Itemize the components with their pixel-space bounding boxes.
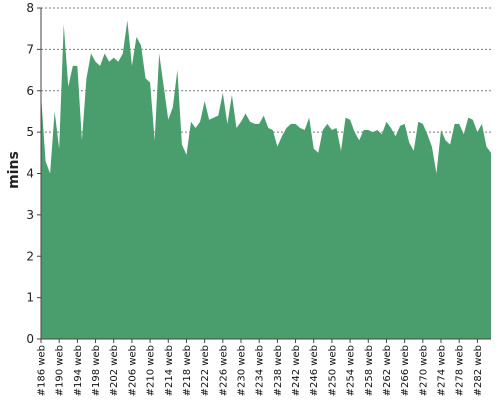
axes xyxy=(37,7,491,343)
y-tick-label: 6 xyxy=(26,84,34,98)
x-tick-label: #238 web xyxy=(273,345,284,396)
x-tick-label: #198 web xyxy=(91,345,102,396)
area-fill xyxy=(41,20,491,339)
y-tick-label: 4 xyxy=(26,167,34,181)
x-tick-label: #218 web xyxy=(182,345,193,396)
x-tick-label: #194 web xyxy=(73,345,84,396)
x-tick-label: #278 web xyxy=(455,345,466,396)
y-tick-label: 8 xyxy=(26,1,34,15)
y-tick-label: 0 xyxy=(26,332,34,346)
y-axis-label: mins xyxy=(6,151,22,189)
x-tick-label: #230 web xyxy=(237,345,248,396)
x-tick-label: #222 web xyxy=(200,345,211,396)
x-tick-label: #206 web xyxy=(127,345,138,396)
y-tick-label: 2 xyxy=(26,249,34,263)
x-tick-label: #234 web xyxy=(255,345,266,396)
x-tick-label: #274 web xyxy=(437,345,448,396)
x-tick-label: #210 web xyxy=(146,345,157,396)
y-tick-label: 5 xyxy=(26,125,34,139)
x-tick-label: #250 web xyxy=(327,345,338,396)
area-series xyxy=(40,20,492,339)
y-tick-label: 7 xyxy=(26,42,34,56)
x-tick-label: #282 web xyxy=(473,345,484,396)
x-tick-labels: #186 web #190 web #194 web #198 web #202 web… xyxy=(37,345,484,396)
x-tick-label: #186 web xyxy=(37,345,48,396)
x-tick-label: #270 web xyxy=(418,345,429,396)
x-tick-label: #246 web xyxy=(309,345,320,396)
x-tick-label: #254 web xyxy=(346,345,357,396)
y-tick-label: 1 xyxy=(26,291,34,305)
y-tick-label: 3 xyxy=(26,208,34,222)
x-tick-label: #202 web xyxy=(109,345,120,396)
x-tick-label: #190 web xyxy=(55,345,66,396)
x-tick-label: #214 web xyxy=(164,345,175,396)
x-tick-label: #266 web xyxy=(400,345,411,396)
x-tick-label: #262 web xyxy=(382,345,393,396)
x-tick-label: #226 web xyxy=(218,345,229,396)
x-tick-label: #258 web xyxy=(364,345,375,396)
y-tick-labels: 0 1 2 3 4 5 6 7 8 xyxy=(26,1,34,346)
x-tick-label: #242 web xyxy=(291,345,302,396)
